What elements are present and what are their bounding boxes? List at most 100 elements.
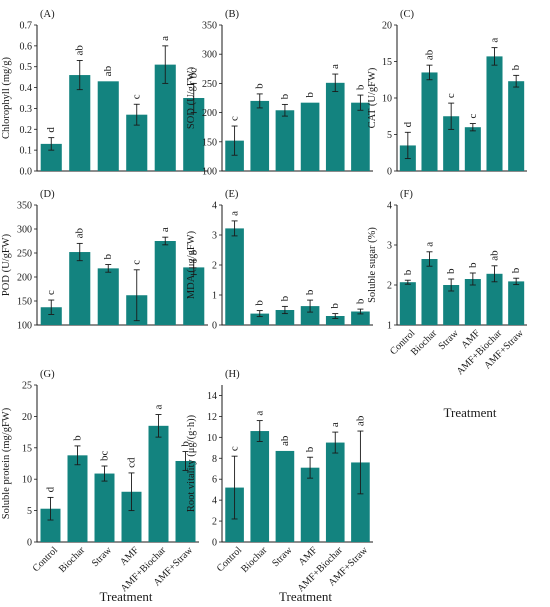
panel-a-bar (69, 75, 91, 171)
panel-d-bar (69, 252, 91, 325)
panel-f-sig-letter: b (402, 269, 414, 275)
panel-c-bar (421, 72, 438, 171)
panel-f-ytick-label: 1 (387, 321, 392, 332)
panel-f-sig-letter: b (510, 267, 522, 273)
panel-a-bar (97, 81, 119, 171)
panel-d-sig-letter: a (159, 227, 171, 232)
panel-a-bar (40, 143, 62, 171)
panel-d-ytick-label: 350 (17, 201, 32, 212)
panel-b-ytick-label: 250 (202, 79, 217, 90)
panel-b-ytick-label: 200 (202, 108, 217, 119)
panel-e-sig-letter: b (279, 295, 291, 301)
panel-h-sig-letter: ab (279, 435, 291, 446)
panel-g-sig-letter: b (180, 441, 192, 447)
panel-f-axes (396, 205, 527, 326)
panel-f-sig-letter: b (445, 268, 457, 274)
panel-b-bar (250, 100, 270, 171)
panel-a-ytick-label: 0.4 (20, 83, 33, 94)
panel-e-sig-letter: b (354, 298, 366, 304)
panel-c-sig-letter: d (402, 121, 414, 127)
panel-e-label: (E) (225, 189, 239, 200)
panel-a-ytick-label: 0.1 (20, 146, 33, 157)
panel-b-sig-letter: b (354, 84, 366, 90)
panel-h-xlabel: Treatment (279, 589, 332, 604)
panel-g-axes (36, 385, 199, 543)
panel-h-ytick-label: 14 (207, 391, 217, 402)
panel-a-sig-letter: ab (74, 45, 86, 56)
panel-h-ytick-label: 10 (207, 433, 217, 444)
panel-b-sig-letter: b (279, 93, 291, 99)
panel-d-bar (154, 241, 176, 325)
panel-c-bar (508, 81, 525, 171)
panel-h-ytick-label: 8 (212, 454, 217, 465)
panel-h-bar (300, 467, 320, 542)
panel-c-ytick-label: 0 (387, 167, 392, 178)
panel-b-ytick-label: 300 (202, 50, 217, 61)
panel-d-ytick-label: 200 (17, 273, 32, 284)
panel-f-sig-letter: a (424, 242, 436, 247)
panel-b-ytick-label: 100 (202, 167, 217, 178)
panel-c-sig-letter: c (445, 93, 457, 98)
panel-e-bar (300, 306, 320, 325)
panel-g-sig-letter: bc (99, 451, 111, 462)
panel-d-bar (40, 307, 62, 325)
panel-g-bar (40, 508, 61, 542)
panel-e-ylabel: MDA (μg/gFW) (186, 230, 197, 299)
panel-b-sig-letter: a (329, 64, 341, 69)
panel-e-bar (275, 310, 295, 325)
panel-c-bar (464, 127, 481, 171)
panel-h-ytick-label: 6 (212, 475, 217, 486)
panel-f-bar (486, 273, 503, 325)
panel-b-bar (351, 102, 370, 171)
panel-f-xlabel: Treatment (444, 405, 497, 420)
panel-f-bar (421, 259, 438, 325)
panel-h-ytick-label: 12 (207, 412, 217, 423)
panel-d-ytick-label: 150 (17, 297, 32, 308)
panel-b-sig-letter: b (254, 83, 266, 89)
panel-f-ytick-label: 4 (387, 201, 392, 212)
panel-f-category-label: Straw (437, 327, 462, 352)
panel-a-sig-letter: d (45, 127, 57, 133)
panel-b-ytick-label: 350 (202, 21, 217, 32)
panel-g-category-label: Control (31, 545, 61, 575)
panel-d-ytick-label: 100 (17, 321, 32, 332)
panel-h-sig-letter: a (254, 411, 266, 416)
panel-b-sig-letter: b (304, 92, 316, 98)
panel-c-sig-letter: ab (424, 49, 436, 60)
panel-f-bar (443, 285, 460, 325)
panel-b-ylabel: SOD (U/gFW) (186, 66, 197, 129)
panel-g-sig-letter: cd (126, 457, 138, 468)
panel-e-bar (325, 316, 345, 325)
panel-d-ylabel: POD (U/gFW) (1, 233, 12, 296)
panel-d-ytick-label: 250 (17, 249, 32, 260)
panel-g-ytick-label: 15 (22, 443, 32, 454)
panel-a-ytick-label: 0.2 (20, 125, 33, 136)
panel-c-ytick-label: 10 (382, 94, 392, 105)
panel-g-sig-letter: d (45, 486, 57, 492)
panel-b-bar (225, 140, 244, 171)
panel-a-ylabel: Chlorophyll (mg/g) (1, 57, 12, 139)
panel-a-ytick-label: 0.0 (20, 167, 33, 178)
panel-g-bar (121, 491, 142, 542)
panel-h-label: (H) (225, 369, 240, 380)
panel-a-sig-letter: bc (188, 68, 200, 79)
panel-f-label: (F) (400, 189, 413, 200)
panel-d-ytick-label: 300 (17, 225, 32, 236)
panel-g-sig-letter: b (72, 435, 84, 441)
panel-b-ytick-label: 150 (202, 137, 217, 148)
panel-c-ytick-label: 20 (382, 21, 392, 32)
panel-g-ytick-label: 25 (22, 381, 32, 392)
panel-a-bar (183, 98, 205, 171)
panel-f-sig-letter: ab (489, 250, 501, 261)
panel-h-bar (275, 450, 295, 542)
panel-g-ytick-label: 20 (22, 412, 32, 423)
panel-a-ytick-label: 0.5 (20, 62, 33, 73)
panel-e-ytick-label: 1 (212, 291, 217, 302)
panel-h-ylabel: Root vitality (μg/(g·h)) (186, 414, 197, 512)
panel-d-label: (D) (40, 189, 55, 200)
panel-g-bar (175, 460, 196, 542)
panel-h-sig-letter: a (329, 422, 341, 427)
panel-e-axes (221, 205, 373, 326)
panel-g-sig-letter: a (153, 405, 165, 410)
panel-h-sig-letter: c (229, 446, 241, 451)
